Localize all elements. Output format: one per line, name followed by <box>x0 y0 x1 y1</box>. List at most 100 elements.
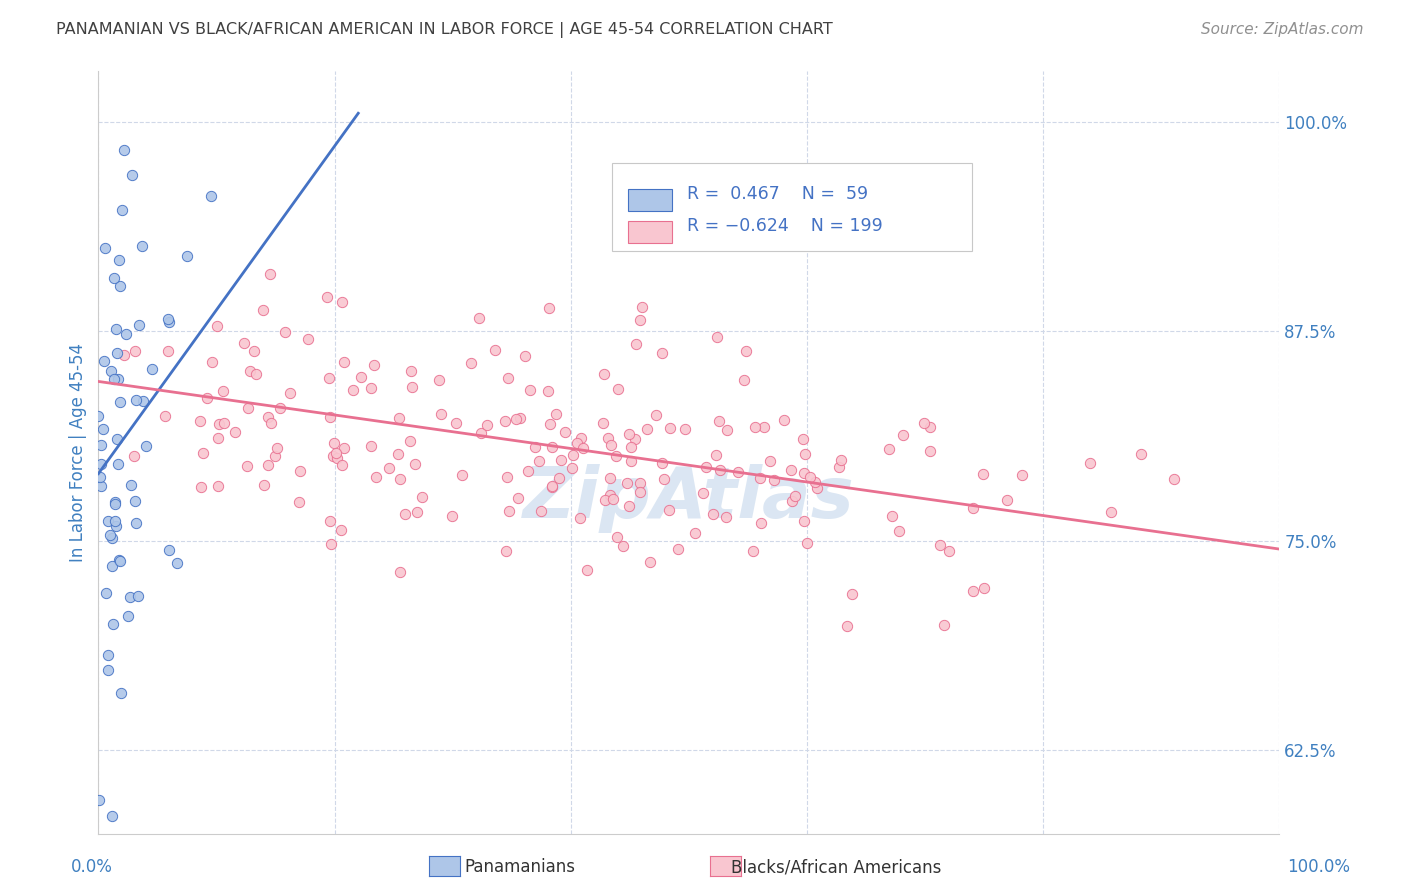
Point <box>363 358 385 372</box>
Point <box>716 423 738 437</box>
Point <box>628 476 651 491</box>
Point <box>101 809 124 823</box>
Point <box>94 586 117 600</box>
Point <box>605 449 627 463</box>
Point <box>628 484 651 499</box>
Point <box>780 493 803 508</box>
Point <box>550 453 572 467</box>
Point <box>101 531 124 545</box>
Point <box>125 516 148 530</box>
Point <box>110 394 132 409</box>
Point <box>112 143 135 157</box>
Point <box>90 478 112 492</box>
Point <box>260 416 283 430</box>
Point <box>666 542 689 557</box>
Point <box>683 525 706 540</box>
Point <box>94 835 117 849</box>
Point <box>695 459 717 474</box>
Point <box>598 431 620 445</box>
Point <box>509 411 531 425</box>
Point <box>264 450 287 464</box>
Point <box>600 438 623 452</box>
Point <box>470 426 492 441</box>
Text: Panamanians: Panamanians <box>465 858 575 876</box>
Point <box>342 383 364 397</box>
Point <box>530 504 553 518</box>
Point <box>394 507 416 521</box>
Point <box>1101 505 1123 519</box>
Point <box>176 249 198 263</box>
Point <box>537 301 560 315</box>
Point <box>259 267 281 281</box>
Point <box>141 361 163 376</box>
Point <box>110 686 132 700</box>
Point <box>207 432 229 446</box>
Point <box>389 472 412 486</box>
Point <box>651 346 673 360</box>
Point <box>620 454 643 468</box>
Point <box>561 461 583 475</box>
Point <box>830 452 852 467</box>
Point <box>153 409 176 423</box>
Point <box>972 467 994 481</box>
Point <box>441 508 464 523</box>
Point <box>630 300 652 314</box>
Point <box>360 439 382 453</box>
Point <box>330 458 353 472</box>
Point <box>651 456 673 470</box>
Point <box>495 470 517 484</box>
Point <box>623 432 645 446</box>
Point <box>316 290 339 304</box>
Point <box>430 407 453 421</box>
Point <box>195 392 218 406</box>
Point <box>804 475 827 490</box>
Point <box>333 441 356 455</box>
Point <box>253 477 276 491</box>
Point <box>427 373 450 387</box>
Point <box>742 543 765 558</box>
Point <box>446 416 468 430</box>
Point <box>938 544 960 558</box>
Point <box>704 448 727 462</box>
Point <box>245 367 267 381</box>
Point <box>325 446 347 460</box>
Point <box>404 457 426 471</box>
Text: Blacks/African Americans: Blacks/African Americans <box>731 858 942 876</box>
Point <box>547 471 569 485</box>
Point <box>90 438 112 452</box>
Point <box>467 310 489 325</box>
Point <box>256 458 278 472</box>
Point <box>111 202 134 217</box>
Point <box>620 441 643 455</box>
Point <box>962 500 984 515</box>
Point <box>266 442 288 456</box>
Point <box>364 469 387 483</box>
Point <box>200 188 222 202</box>
Point <box>692 486 714 500</box>
Point <box>749 471 772 485</box>
Point <box>89 470 111 484</box>
Point <box>659 421 682 435</box>
Point <box>744 419 766 434</box>
Point <box>835 619 858 633</box>
Point <box>754 420 776 434</box>
Point <box>297 332 319 346</box>
Point <box>519 383 541 397</box>
Point <box>763 473 786 487</box>
Point <box>673 422 696 436</box>
Point <box>288 494 311 508</box>
Point <box>236 401 259 415</box>
Point <box>124 344 146 359</box>
Point <box>934 618 956 632</box>
Point <box>118 590 141 604</box>
Point <box>406 504 429 518</box>
Bar <box>627 221 672 244</box>
Point <box>658 502 681 516</box>
Point <box>243 344 266 359</box>
Point <box>201 355 224 369</box>
Point <box>575 563 598 577</box>
Point <box>89 793 111 807</box>
Point <box>569 431 592 445</box>
Point <box>592 416 614 430</box>
Point <box>399 434 422 448</box>
